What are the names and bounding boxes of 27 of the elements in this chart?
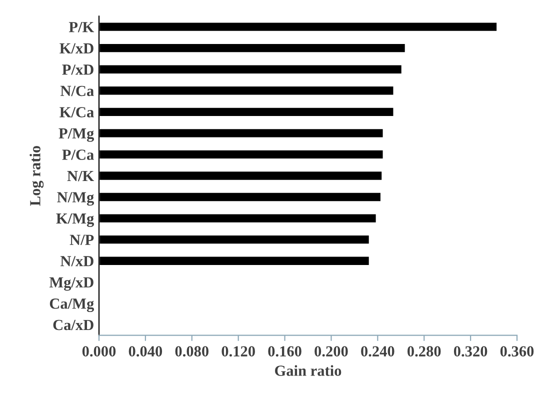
y-tick-label: N/xD [60, 256, 94, 266]
y-tick-label: Mg/xD [49, 277, 94, 291]
y-tick-label: K/Mg [56, 213, 94, 227]
x-tick-label: 0.120 [222, 346, 255, 357]
x-tick-label: 0.200 [314, 346, 348, 357]
x-tick-label: 0.000 [82, 346, 116, 357]
x-tick-label: 0.320 [454, 346, 488, 357]
y-tick-label: K/Ca [60, 107, 94, 118]
y-tick-label: N/K [67, 170, 94, 182]
x-tick-label: 0.240 [361, 346, 394, 357]
x-tick-label: 0.040 [128, 346, 162, 357]
x-tick-label: 0.360 [500, 346, 534, 357]
y-axis-title: Log ratio [30, 146, 44, 206]
y-tick-label: K/xD [60, 43, 94, 54]
y-tick-label: P/K [68, 22, 94, 32]
y-tick-label: P/Mg [58, 128, 94, 142]
y-tick-label: N/P [70, 234, 94, 246]
y-tick-label: P/Ca [62, 150, 94, 160]
y-tick-label: P/xD [62, 64, 94, 75]
x-tick-label: 0.280 [408, 346, 441, 357]
y-tick-label: Ca/xD [53, 320, 94, 330]
x-tick-label: 0.160 [268, 346, 302, 357]
y-tick-label: N/Ca [60, 86, 94, 96]
x-tick-label: 0.080 [175, 346, 208, 357]
y-tick-label: N/Mg [57, 192, 94, 206]
x-axis-title: Gain ratio [275, 365, 342, 376]
y-tick-label: Ca/Mg [50, 298, 94, 312]
